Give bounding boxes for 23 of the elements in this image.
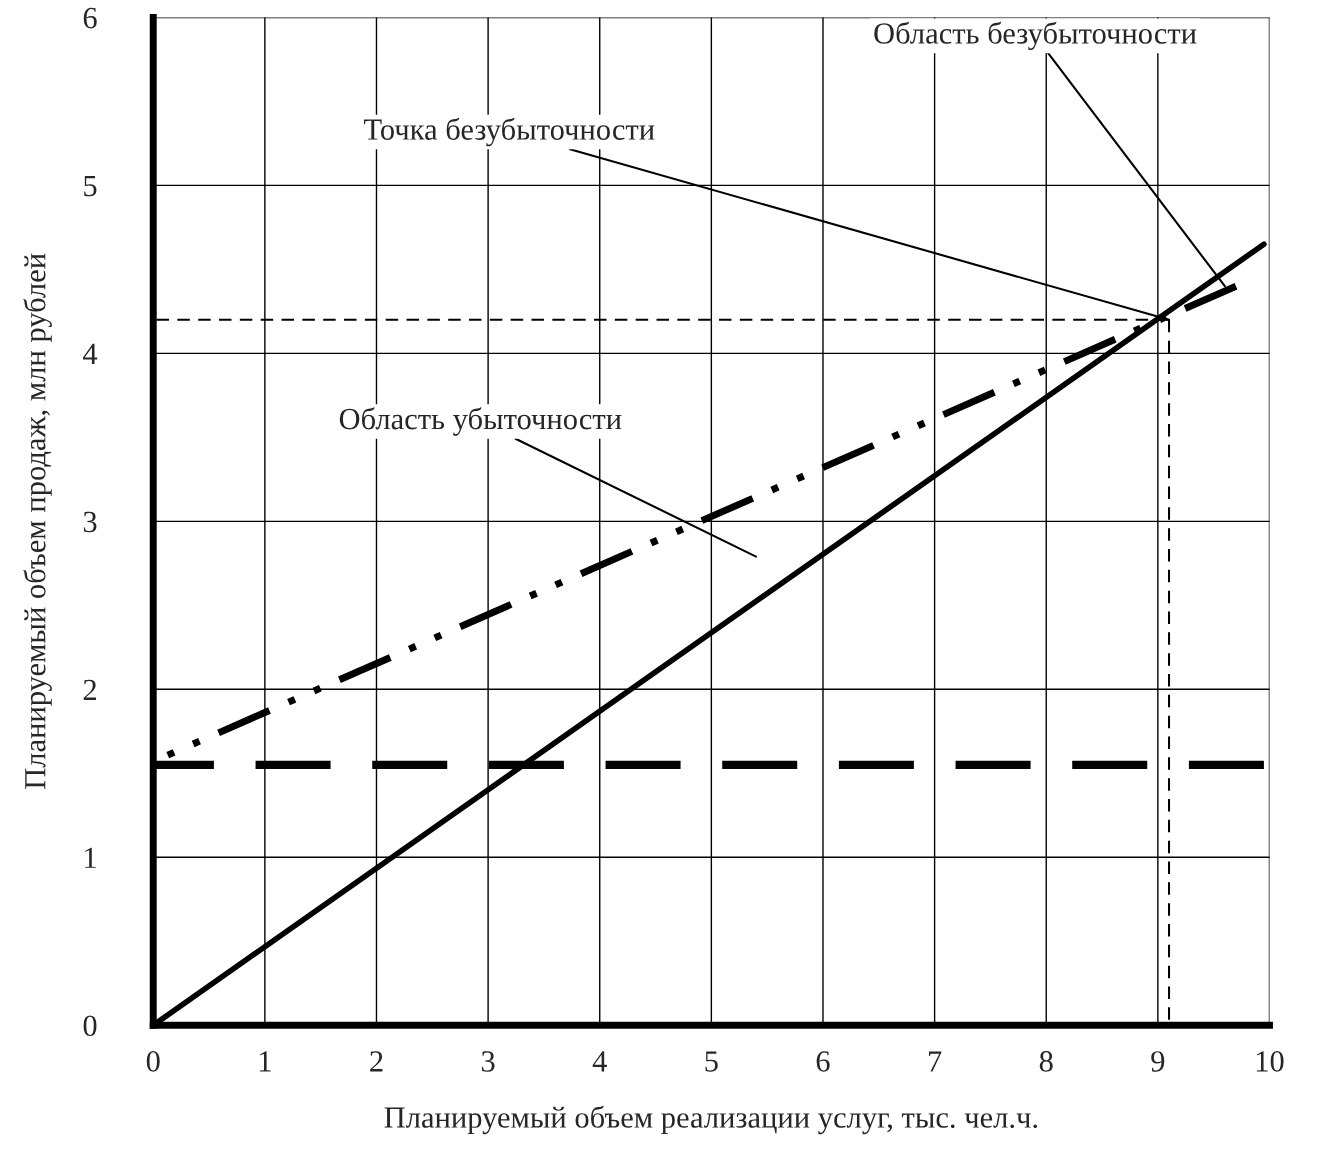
y-tick-label: 6 xyxy=(83,7,97,29)
y-tick-label: 4 xyxy=(83,343,98,364)
y-axis-title: Планируемый объем продаж, млн рублей xyxy=(23,253,52,789)
x-tick-label: 6 xyxy=(816,1051,830,1072)
x-tick-label: 4 xyxy=(592,1051,607,1072)
y-tick-label: 1 xyxy=(85,847,96,868)
annotation: Область убыточности xyxy=(339,407,622,436)
x-tick-label: 9 xyxy=(1151,1051,1165,1072)
x-axis-title: Планируемый объем реализации услуг, тыс. чел.ч. xyxy=(384,1105,1038,1135)
y-tick-label: 3 xyxy=(83,511,97,533)
x-tick-label: 3 xyxy=(481,1051,495,1072)
x-tick-label: 1 xyxy=(259,1051,271,1072)
x-tick-label: 2 xyxy=(370,1051,383,1072)
annotation: Область безубыточности xyxy=(874,21,1197,51)
y-tick-label: 0 xyxy=(83,1015,97,1037)
x-tick-label: 8 xyxy=(1039,1051,1053,1072)
y-tick-label: 5 xyxy=(84,176,97,197)
x-tick-label: 5 xyxy=(705,1051,718,1072)
x-tick-label: 10 xyxy=(1256,1051,1284,1072)
x-tick-label: 0 xyxy=(146,1051,160,1072)
x-tick-label: 7 xyxy=(928,1051,942,1072)
y-tick-label: 2 xyxy=(83,679,96,700)
annotation: Точка безубыточности xyxy=(364,117,655,147)
